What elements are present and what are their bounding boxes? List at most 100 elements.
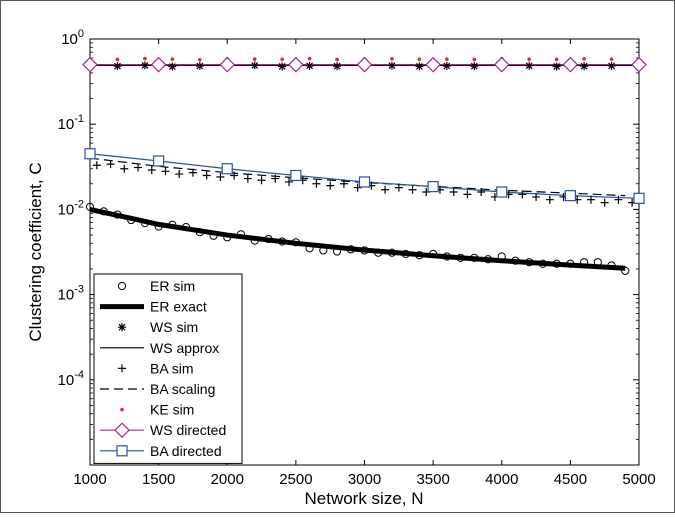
data-point bbox=[198, 57, 202, 62]
data-point bbox=[493, 56, 510, 73]
x-tick-label: 3500 bbox=[416, 471, 449, 488]
data-point bbox=[614, 195, 623, 204]
x-tick-label: 4500 bbox=[554, 471, 587, 488]
data-point bbox=[250, 61, 259, 70]
y-tick-label: 10-2 bbox=[58, 198, 84, 218]
data-point bbox=[545, 195, 554, 204]
data-point bbox=[305, 61, 314, 70]
data-point bbox=[113, 62, 122, 71]
x-tick-label: 4000 bbox=[485, 471, 518, 488]
data-point bbox=[600, 198, 609, 207]
legend-label: WS directed bbox=[150, 422, 226, 438]
data-point bbox=[445, 57, 449, 61]
data-point bbox=[562, 56, 579, 73]
data-point bbox=[477, 188, 486, 197]
data-point bbox=[387, 61, 396, 70]
legend-label: KE sim bbox=[150, 402, 194, 418]
data-point bbox=[118, 323, 126, 332]
data-point bbox=[181, 222, 191, 232]
data-point bbox=[250, 236, 259, 245]
data-point bbox=[353, 183, 362, 192]
data-point bbox=[394, 183, 403, 192]
data-point bbox=[106, 160, 115, 169]
data-point bbox=[312, 179, 321, 188]
data-point bbox=[356, 56, 373, 73]
data-point bbox=[633, 192, 645, 204]
data-point bbox=[243, 174, 252, 183]
data-point bbox=[288, 56, 304, 73]
y-tick-label: 10-3 bbox=[58, 284, 84, 304]
data-point bbox=[305, 244, 314, 253]
data-point bbox=[609, 57, 614, 61]
data-point bbox=[582, 57, 586, 61]
data-point bbox=[518, 190, 527, 199]
data-point bbox=[85, 202, 95, 211]
data-point bbox=[496, 186, 508, 198]
data-point bbox=[219, 56, 236, 73]
data-point bbox=[271, 174, 280, 183]
data-point bbox=[114, 422, 130, 439]
data-point bbox=[497, 252, 506, 261]
data-point bbox=[113, 210, 122, 219]
data-point bbox=[195, 62, 204, 71]
data-point bbox=[427, 181, 439, 193]
data-point bbox=[257, 176, 266, 185]
legend-label: WS approx bbox=[150, 340, 219, 356]
data-point bbox=[442, 62, 451, 71]
data-point bbox=[116, 445, 128, 457]
data-point bbox=[429, 249, 438, 259]
data-point bbox=[415, 251, 424, 260]
data-point bbox=[140, 61, 149, 70]
data-point bbox=[360, 246, 369, 255]
data-point bbox=[168, 62, 177, 71]
data-point bbox=[525, 61, 534, 70]
data-point bbox=[417, 57, 422, 62]
data-point bbox=[564, 190, 576, 202]
data-point bbox=[118, 364, 126, 373]
data-point bbox=[425, 56, 441, 73]
data-point bbox=[161, 167, 170, 176]
data-point bbox=[170, 57, 175, 61]
data-point bbox=[202, 171, 211, 180]
data-point bbox=[120, 164, 129, 173]
data-point bbox=[390, 57, 394, 61]
data-point bbox=[566, 259, 575, 268]
data-point bbox=[607, 61, 616, 70]
data-point bbox=[401, 249, 410, 259]
y-tick-label: 10-4 bbox=[58, 369, 84, 389]
data-point bbox=[472, 57, 477, 62]
data-point bbox=[483, 255, 493, 264]
data-point bbox=[168, 220, 177, 229]
data-point bbox=[278, 62, 287, 71]
x-tick-label: 1000 bbox=[73, 471, 106, 488]
data-point bbox=[154, 222, 163, 231]
data-point bbox=[538, 259, 548, 268]
data-point bbox=[143, 56, 147, 61]
data-point bbox=[290, 169, 302, 182]
data-point bbox=[593, 258, 602, 267]
y-tick-label: 10-1 bbox=[58, 113, 84, 133]
data-point bbox=[415, 62, 424, 71]
data-point bbox=[470, 253, 479, 262]
data-point bbox=[442, 252, 451, 261]
data-point bbox=[216, 173, 225, 182]
data-point bbox=[580, 258, 589, 267]
data-point bbox=[339, 179, 348, 188]
data-point bbox=[92, 161, 101, 170]
x-axis-label: Network size, N bbox=[304, 489, 423, 508]
data-point bbox=[230, 171, 239, 180]
data-point bbox=[147, 166, 156, 175]
data-point bbox=[552, 62, 561, 71]
data-point bbox=[470, 62, 479, 71]
data-point bbox=[117, 281, 127, 291]
data-point bbox=[285, 177, 294, 186]
series-line bbox=[89, 206, 626, 271]
data-point bbox=[511, 256, 520, 265]
x-tick-label: 2000 bbox=[211, 471, 244, 488]
legend-label: BA directed bbox=[150, 443, 222, 459]
data-point bbox=[127, 215, 136, 225]
data-point bbox=[236, 230, 246, 239]
data-point bbox=[140, 219, 149, 228]
data-point bbox=[188, 168, 197, 177]
